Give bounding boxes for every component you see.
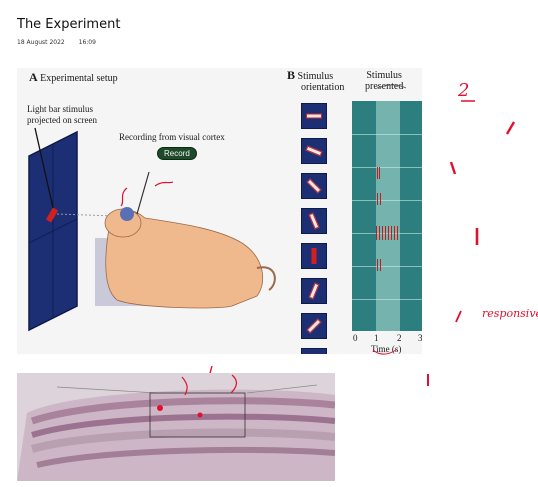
record-badge[interactable]: Record bbox=[157, 147, 197, 160]
cat-body bbox=[105, 209, 264, 309]
brain-region bbox=[120, 207, 134, 221]
x-tick-0: 0 bbox=[353, 333, 358, 343]
page-time: 16:09 bbox=[78, 39, 96, 46]
cortex-histology-image[interactable] bbox=[17, 373, 335, 481]
experimental-setup-drawing bbox=[28, 127, 276, 332]
x-tick-2: 2 bbox=[397, 333, 402, 343]
experiment-figure[interactable]: A Experimental setup B Stimulus orientat… bbox=[17, 68, 422, 354]
histology-drawing bbox=[17, 373, 335, 481]
stimulus-box bbox=[301, 103, 327, 129]
light-bar bbox=[45, 207, 59, 223]
stimulus-box bbox=[301, 138, 327, 164]
x-tick-3: 3 bbox=[418, 333, 422, 343]
stimulus-orientation-column bbox=[301, 103, 327, 354]
x-tick-1: 1 bbox=[374, 333, 379, 343]
page-title: The Experiment bbox=[17, 17, 121, 32]
electrode bbox=[136, 171, 150, 215]
page-date: 18 August 2022 bbox=[17, 39, 65, 46]
panel-b-header: B Stimulus orientation bbox=[287, 68, 345, 93]
stimulus-box bbox=[301, 348, 327, 354]
stimulus-box bbox=[301, 313, 327, 339]
recording-label: Recording from visual cortex bbox=[119, 132, 225, 142]
page-meta: 18 August 2022 16:09 bbox=[17, 39, 108, 46]
x-axis-label: Time (s) bbox=[371, 344, 402, 354]
stimulus-box bbox=[301, 243, 327, 269]
stimulus-box bbox=[301, 173, 327, 199]
stimulus-presented-band bbox=[376, 101, 400, 331]
region-of-interest bbox=[149, 392, 246, 438]
stimulus-box bbox=[301, 278, 327, 304]
annotation-note: responsive bbox=[482, 307, 538, 320]
light-bar-label: Light bar stimulus projected on screen bbox=[27, 104, 97, 125]
panel-a-header: A Experimental setup bbox=[29, 70, 118, 84]
stimulus-box bbox=[301, 208, 327, 234]
stimulus-presented-label: Stimulus presented bbox=[365, 70, 404, 92]
spike-raster bbox=[352, 101, 422, 331]
annotation-number: 2 bbox=[458, 80, 470, 101]
